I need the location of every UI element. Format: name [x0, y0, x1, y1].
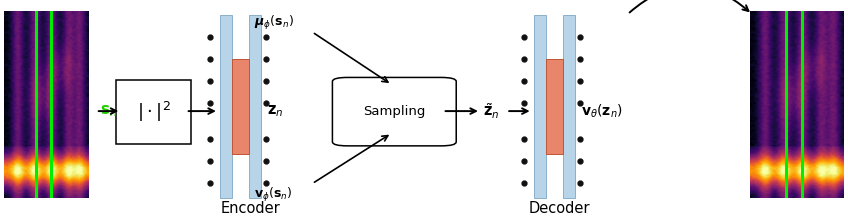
Text: Sampling: Sampling — [363, 105, 426, 118]
Text: $\mathbf{z}_n$: $\mathbf{z}_n$ — [267, 103, 283, 119]
Text: $\tilde{\mathbf{z}}_n$: $\tilde{\mathbf{z}}_n$ — [483, 101, 499, 121]
FancyBboxPatch shape — [332, 77, 456, 146]
Text: $|\cdot|^2$: $|\cdot|^2$ — [137, 100, 170, 124]
FancyBboxPatch shape — [249, 15, 261, 198]
Text: Decoder: Decoder — [529, 201, 590, 216]
Text: $\mathbf{s}_n$: $\mathbf{s}_n$ — [100, 103, 117, 119]
Text: Encoder: Encoder — [220, 201, 280, 216]
Text: $\boldsymbol{\mu}_\phi(\mathbf{s}_n)$: $\boldsymbol{\mu}_\phi(\mathbf{s}_n)$ — [254, 14, 294, 32]
FancyBboxPatch shape — [232, 59, 249, 154]
FancyBboxPatch shape — [220, 15, 232, 198]
FancyBboxPatch shape — [116, 80, 191, 144]
Text: $\mathbf{v}_\phi(\mathbf{s}_n)$: $\mathbf{v}_\phi(\mathbf{s}_n)$ — [254, 186, 293, 204]
Text: $\mathbf{v}_\theta(\mathbf{z}_n)$: $\mathbf{v}_\theta(\mathbf{z}_n)$ — [581, 102, 622, 120]
FancyBboxPatch shape — [534, 15, 546, 198]
FancyBboxPatch shape — [546, 59, 563, 154]
FancyBboxPatch shape — [563, 15, 575, 198]
